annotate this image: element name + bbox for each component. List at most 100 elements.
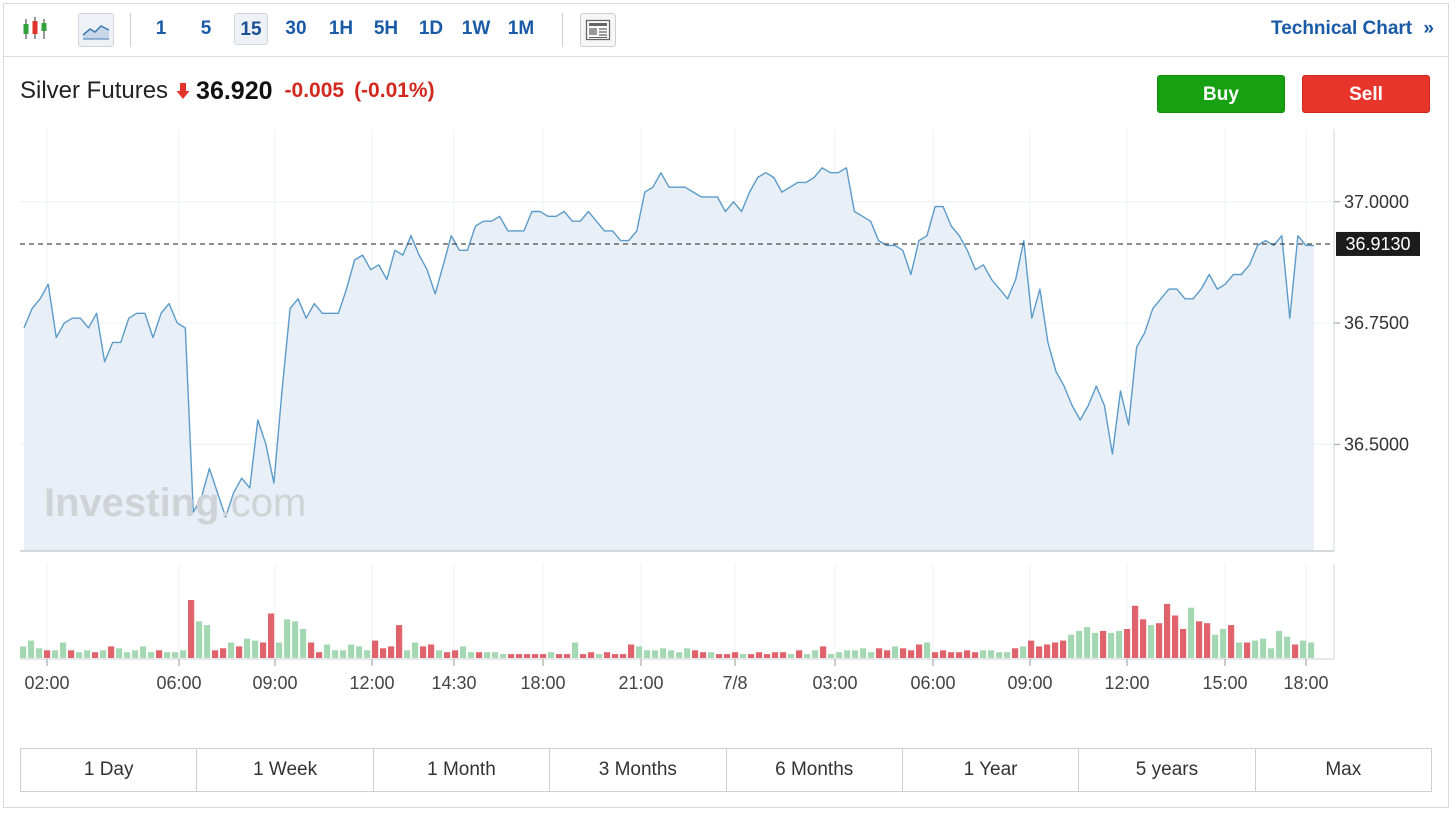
volume-bar	[1212, 634, 1219, 658]
range-6-months[interactable]: 6 Months	[727, 749, 903, 791]
volume-bar	[884, 650, 891, 658]
volume-bar	[36, 648, 43, 658]
volume-bar	[92, 652, 99, 658]
volume-bar	[1228, 625, 1235, 658]
volume-bar	[76, 652, 83, 658]
buy-button[interactable]: Buy	[1157, 75, 1285, 113]
area-chart-icon[interactable]	[78, 13, 114, 47]
volume-bar	[868, 652, 875, 658]
volume-bar	[540, 654, 547, 658]
interval-5h[interactable]: 5H	[373, 18, 399, 39]
volume-bar	[908, 650, 915, 658]
interval-1d[interactable]: 1D	[418, 18, 444, 39]
volume-bar	[820, 646, 827, 658]
volume-bar	[828, 654, 835, 658]
sell-button[interactable]: Sell	[1302, 75, 1430, 113]
volume-bar	[444, 652, 451, 658]
volume-bar	[676, 652, 683, 658]
volume-bar	[468, 652, 475, 658]
x-tick-label: 14:30	[431, 673, 476, 693]
range-1-month[interactable]: 1 Month	[374, 749, 551, 791]
y-tick-label: 36.5000	[1344, 434, 1409, 454]
volume-bar	[284, 619, 291, 658]
technical-chart-label: Technical Chart	[1271, 18, 1413, 39]
range-1-day[interactable]: 1 Day	[21, 749, 198, 791]
volume-bar	[1044, 644, 1051, 658]
volume-bar	[996, 652, 1003, 658]
volume-bar	[1092, 632, 1099, 658]
volume-bar	[84, 650, 91, 658]
volume-bar	[1292, 644, 1299, 658]
range-5-years[interactable]: 5 years	[1079, 749, 1256, 791]
news-icon[interactable]	[580, 13, 616, 47]
x-tick-label: 03:00	[812, 673, 857, 693]
range-max[interactable]: Max	[1325, 759, 1362, 780]
last-price: 36.920	[196, 76, 273, 105]
volume-bar	[1068, 634, 1075, 658]
down-arrow-icon	[176, 83, 190, 99]
volume-bar	[1124, 629, 1131, 658]
chart-toolbar: 1 5 15 30 1H 5H 1D 1W 1M Technical Chart »	[4, 4, 1448, 57]
volume-bar	[740, 654, 747, 658]
interval-15[interactable]: 15	[234, 13, 268, 45]
x-tick-label: 18:00	[520, 673, 565, 693]
volume-bar	[516, 654, 523, 658]
volume-bar	[1196, 621, 1203, 658]
range-3-months[interactable]: 3 Months	[550, 749, 727, 791]
chart-widget: 1 5 15 30 1H 5H 1D 1W 1M Technical Chart » Silve…	[3, 3, 1449, 808]
volume-bar	[436, 650, 443, 658]
volume-bar	[788, 654, 795, 658]
volume-bar	[948, 652, 955, 658]
candlestick-icon[interactable]	[18, 13, 52, 45]
interval-30[interactable]: 30	[285, 18, 307, 39]
volume-bar	[1100, 630, 1107, 658]
volume-bar	[404, 650, 411, 658]
volume-bar	[660, 648, 667, 658]
volume-bar	[388, 646, 395, 658]
volume-bar	[628, 644, 635, 658]
volume-bar	[564, 654, 571, 658]
range-1-week[interactable]: 1 Week	[197, 749, 374, 791]
volume-bar	[492, 652, 499, 658]
volume-bar	[1276, 630, 1283, 658]
price-chart[interactable]: Investing.com 02:00 06:00 09:00 12:00 14:30 1…	[4, 4, 1450, 744]
volume-bar	[252, 640, 259, 658]
interval-1m[interactable]: 1M	[507, 18, 535, 39]
technical-chart-link[interactable]: Technical Chart »	[1271, 18, 1434, 40]
x-tick-label: 09:00	[252, 673, 297, 693]
interval-1[interactable]: 1	[155, 18, 167, 39]
volume-bar	[1236, 642, 1243, 658]
volume-bar	[1300, 640, 1307, 658]
volume-bar	[500, 654, 507, 658]
volume-bar	[420, 646, 427, 658]
x-tick-label: 7/8	[722, 673, 747, 693]
interval-1w[interactable]: 1W	[461, 18, 491, 39]
volume-bar	[228, 642, 235, 658]
price-line	[23, 167, 1314, 518]
volume-bar	[1164, 603, 1171, 658]
volume-bar	[428, 644, 435, 658]
volume-bar	[924, 642, 931, 658]
volume-bar	[652, 650, 659, 658]
volume-bar	[620, 654, 627, 658]
volume-bar	[332, 650, 339, 658]
volume-bar	[164, 652, 171, 658]
volume-bar	[196, 621, 203, 658]
volume-bar	[636, 646, 643, 658]
x-tick-label: 02:00	[24, 673, 69, 693]
range-1-year[interactable]: 1 Year	[903, 749, 1080, 791]
volume-bar	[852, 650, 859, 658]
volume-bar	[156, 650, 163, 658]
volume-bar	[268, 613, 275, 658]
volume-bar	[396, 625, 403, 658]
volume-bar	[580, 654, 587, 658]
volume-bar	[1028, 640, 1035, 658]
volume-bar	[356, 646, 363, 658]
volume-bar	[20, 646, 27, 658]
interval-5[interactable]: 5	[200, 18, 212, 39]
volume-bar	[220, 648, 227, 658]
interval-1h[interactable]: 1H	[328, 18, 354, 39]
volume-bar	[308, 642, 315, 658]
volume-bar	[1052, 642, 1059, 658]
volume-bar	[28, 640, 35, 658]
